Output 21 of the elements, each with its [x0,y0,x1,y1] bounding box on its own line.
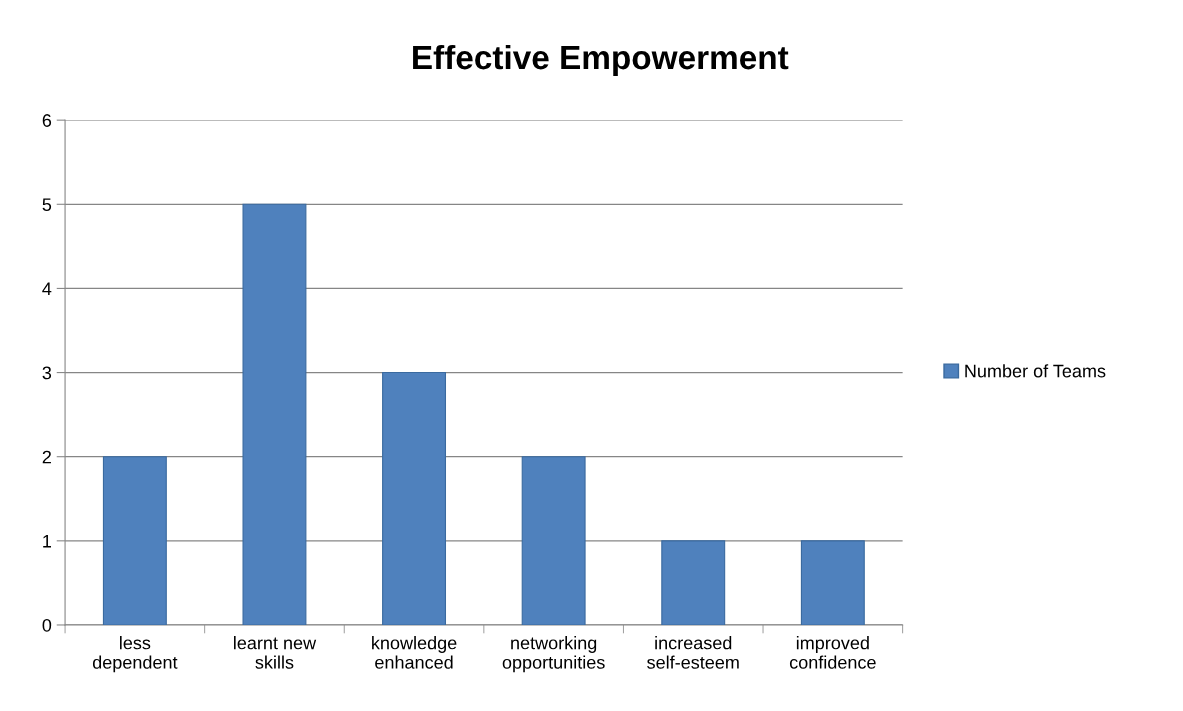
x-tick-label: networking opportunities [502,636,605,673]
x-tick-label: improved confidence [789,636,876,669]
x-tick-label: less dependent [92,636,178,673]
chart-title: Effective Empowerment [413,44,789,76]
bar [382,372,447,625]
y-tick-label: 5 [42,198,52,212]
y-tick-label: 6 [42,114,52,127]
bar [661,540,726,625]
y-tick-label: 1 [43,534,51,548]
y-tick-label: 0 [42,618,52,632]
bar [242,203,307,625]
y-tick-label: 3 [42,366,52,380]
legend-label: Number of Teams [965,364,1106,378]
bar [800,540,865,625]
y-tick-label: 2 [42,450,51,464]
y-tick-label: 4 [42,282,52,295]
x-tick-label: knowledge enhanced [372,636,457,669]
x-tick-label: learnt new skills [234,636,317,669]
bar [102,456,167,625]
bar [521,456,586,625]
x-tick-label: increased self-esteem [647,636,739,669]
